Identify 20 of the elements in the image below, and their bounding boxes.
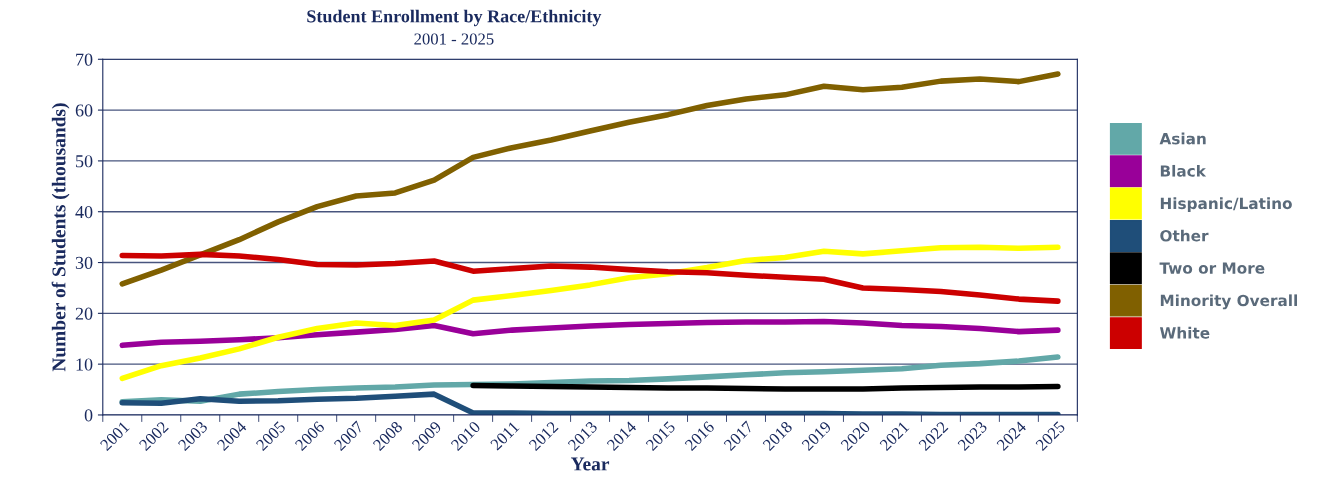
y-axis-title: Number of Students (thousands) (51, 103, 70, 372)
legend-label: Asian (1159, 132, 1206, 145)
x-tick-label: 2021 (879, 420, 910, 452)
legend-label: Hispanic/Latino (1160, 197, 1292, 213)
y-tick-label: 70 (76, 53, 93, 66)
y-tick-label: 60 (75, 104, 93, 117)
y-tick-label: 0 (84, 409, 93, 422)
y-tick-label: 40 (75, 205, 93, 219)
x-axis-title: Year (570, 457, 610, 471)
y-tick-label: 10 (76, 358, 93, 371)
y-tick-label: 20 (75, 307, 93, 320)
legend-label: Two or More (1159, 262, 1265, 274)
legend-label: Minority Overall (1160, 294, 1297, 310)
y-tick-label: 30 (75, 256, 93, 269)
legend-label: White (1159, 326, 1210, 339)
legend-label: Black (1160, 164, 1207, 177)
chart-title: Student Enrollment by Race/Ethnicity (307, 9, 602, 27)
legend-label: Other (1160, 229, 1209, 242)
y-tick-label: 50 (76, 155, 93, 168)
chart-subtitle: 2001 - 2025 (414, 33, 494, 45)
